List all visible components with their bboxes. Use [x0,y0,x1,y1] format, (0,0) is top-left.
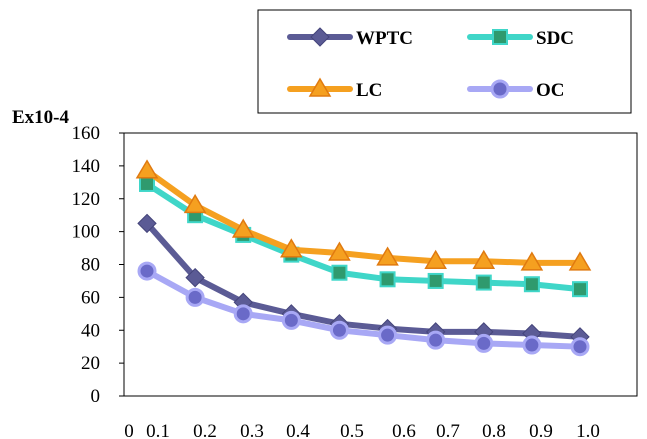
series-line-wptc [144,220,583,340]
legend-label: SDC [536,28,574,49]
y-tick-label: 120 [72,189,101,210]
x-axis-ticks: 0 0.1 0.2 0.3 0.4 0.5 0.6 0.7 0.8 0.9 1.0 [124,421,600,439]
y-tick-label: 20 [81,353,100,374]
x-tick-label: 0.7 [436,421,460,439]
data-point [280,238,303,258]
legend-label: WPTC [356,28,413,49]
x-tick-label: 0.9 [529,421,553,439]
data-point [137,213,157,234]
data-point [520,251,544,271]
data-point [376,246,399,266]
data-point [185,267,205,288]
series-line-sdc [144,180,583,293]
x-tick-label: 0.8 [482,421,506,439]
series-line-oc [144,268,583,350]
series-lc [135,159,592,271]
data-point [139,175,155,192]
data-point [329,320,349,340]
legend-item-wptc: WPTC [287,27,413,49]
legend-swatch-marker [308,77,332,97]
y-tick-label: 100 [72,222,101,243]
legend-item-sdc: SDC [467,28,574,49]
series-oc [137,261,590,357]
data-point [424,249,447,269]
y-tick-label: 0 [91,386,101,407]
series-lines [135,159,592,357]
legend-label: LC [356,80,382,101]
data-point [135,159,159,179]
series-sdc [139,175,588,298]
data-point [331,264,348,281]
data-point [570,337,590,357]
data-point [328,241,351,261]
legend-box [257,9,632,114]
x-tick-label: 0.5 [340,421,364,439]
x-tick-label: 0.6 [392,421,416,439]
x-tick-label: 0.3 [240,421,264,439]
legend-item-oc: OC [467,79,565,101]
data-point [523,276,540,293]
y-tick-label: 60 [81,287,100,308]
data-point [426,330,446,350]
y-unit-label: Ex10-4 [12,107,70,128]
data-point [522,335,542,355]
data-point [378,325,398,345]
data-point [568,251,592,271]
x-tick-label: 0.4 [286,421,310,439]
y-tick-label: 40 [81,320,100,341]
legend-swatch-marker [492,29,508,45]
y-tick-label: 80 [81,255,100,276]
x-tick-label: 0.2 [193,421,217,439]
series-line-lc [144,167,583,266]
data-point [572,281,588,298]
data-point [281,310,301,330]
x-tick-label: 0.1 [146,421,170,439]
series-wptc [137,213,590,347]
legend-item-lc: LC [287,77,382,101]
x-tick-label: 0 [124,421,134,439]
legend-swatch-marker [490,79,510,99]
data-point [183,193,207,214]
legend: WPTC SDC LC OC [257,9,632,114]
y-tick-label: 140 [72,156,101,177]
data-point [474,333,494,353]
data-point [472,249,496,269]
y-tick-label: 160 [72,123,101,144]
legend-label: OC [536,80,565,101]
data-point [379,271,396,288]
data-point [233,304,253,324]
data-point [185,287,205,307]
y-axis-ticks: 0 20 40 60 80 100 120 140 160 [72,123,124,407]
data-point [427,272,444,289]
data-point [137,261,157,281]
x-tick-label: 1.0 [576,421,600,439]
data-point [475,274,492,291]
data-point [231,218,255,238]
legend-swatch-marker [310,27,330,47]
